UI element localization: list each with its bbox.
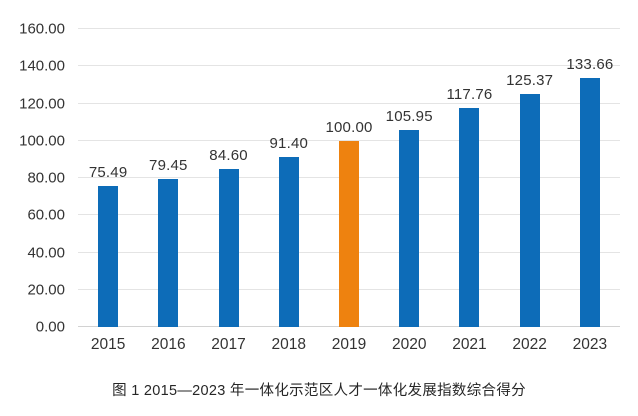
- xtick-label-2015: 2015: [90, 336, 126, 353]
- xtick-label-2016: 2016: [151, 336, 186, 353]
- figure-caption: 图 1 2015—2023 年一体化示范区人才一体化发展指数综合得分: [112, 383, 526, 399]
- ytick-label-0.00: 0.00: [35, 318, 65, 336]
- bar-value-label-2018: 91.40: [269, 134, 309, 152]
- bar-value-label-2019: 100.00: [325, 118, 373, 136]
- gridline-100.00: [78, 139, 620, 141]
- bar-value-label-2021: 117.76: [446, 85, 493, 103]
- gridline-160.00: [78, 28, 620, 29]
- ytick-label-20.00: 20.00: [27, 281, 65, 299]
- bar-2022: [519, 93, 540, 327]
- ytick-label-80.00: 80.00: [27, 169, 65, 187]
- bar-value-label-2016: 79.45: [149, 157, 188, 175]
- ytick-label-160.00: 160.00: [19, 20, 65, 38]
- bar-2020: [399, 129, 420, 327]
- gridline-140.00: [78, 65, 620, 67]
- ytick-label-100.00: 100.00: [19, 132, 65, 150]
- bar-2023: [579, 78, 600, 327]
- xtick-label-2022: 2022: [512, 336, 547, 353]
- bar-2017: [218, 169, 239, 327]
- ytick-label-120.00: 120.00: [19, 95, 65, 112]
- bar-value-label-2020: 105.95: [385, 107, 433, 125]
- bar-2016: [158, 179, 179, 327]
- bar-value-label-2022: 125.37: [506, 71, 554, 89]
- ytick-label-140.00: 140.00: [19, 57, 65, 75]
- xtick-label-2017: 2017: [211, 336, 246, 353]
- xtick-label-2023: 2023: [572, 336, 608, 353]
- plot-area: 0.00 20.00 40.00 60.00 80.00 100.00 120.00 140.…: [19, 21, 620, 353]
- bar-value-label-2017: 84.60: [209, 147, 248, 165]
- bar-value-label-2023: 133.66: [566, 56, 614, 74]
- bar-2015: [98, 186, 119, 327]
- xtick-label-2020: 2020: [391, 336, 427, 353]
- gridline-120.00: [78, 102, 620, 104]
- bar-value-label-2015: 75.49: [88, 164, 128, 182]
- xtick-label-2018: 2018: [271, 336, 307, 353]
- xtick-label-2019: 2019: [331, 336, 367, 353]
- ytick-label-40.00: 40.00: [27, 244, 65, 261]
- ytick-label-60.00: 60.00: [27, 206, 65, 224]
- xtick-label-2021: 2021: [452, 336, 487, 353]
- bar-2018: [278, 156, 299, 327]
- bar-2021: [459, 107, 480, 327]
- bar-2019: [339, 140, 359, 327]
